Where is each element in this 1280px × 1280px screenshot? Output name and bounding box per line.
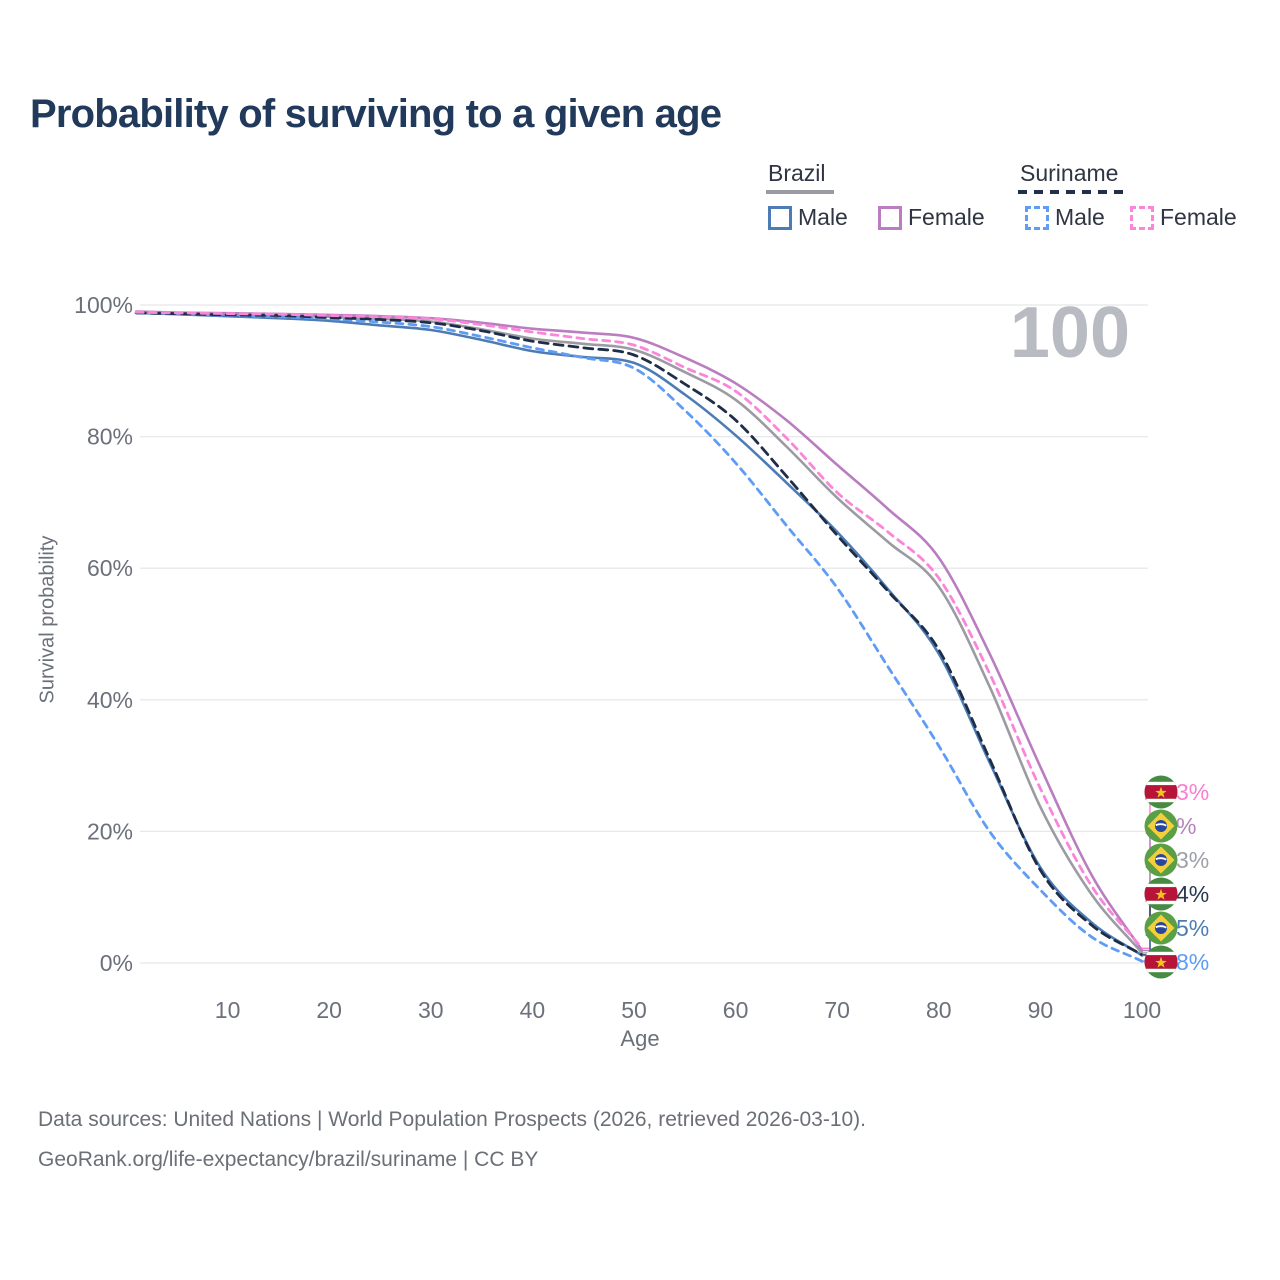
x-tick-label: 60 — [723, 997, 749, 1023]
y-tick-label: 0% — [100, 950, 133, 976]
end-label-suriname-male: 0.28% — [1144, 945, 1209, 979]
brazil-flag-icon — [1144, 809, 1178, 843]
end-label-brazil-total: 1.53% — [1144, 843, 1209, 877]
series-line-brazil-total[interactable] — [134, 310, 1144, 955]
suriname-flag-icon — [1144, 877, 1178, 911]
legend-item-suriname-male[interactable]: Male — [1025, 204, 1105, 231]
legend-item-label: Female — [908, 204, 985, 230]
legend-item-label: Female — [1160, 204, 1237, 230]
series-line-suriname-female[interactable] — [134, 310, 1144, 950]
end-label-suriname-female: 2.23% — [1144, 775, 1209, 809]
suriname-flag-icon — [1144, 945, 1178, 979]
x-tick-label: 50 — [621, 997, 647, 1023]
legend-item-label: Male — [798, 204, 848, 230]
age-watermark: 100 — [1009, 293, 1130, 373]
x-tick-label: 70 — [824, 997, 850, 1023]
legend-item-brazil-female[interactable]: Female — [878, 204, 985, 231]
y-tick-label: 80% — [87, 424, 133, 450]
series-line-brazil-male[interactable] — [134, 311, 1144, 957]
brazil-male-swatch-icon — [768, 205, 792, 230]
brazil-female-swatch-icon — [878, 205, 902, 230]
end-label-suriname-total: 1.24% — [1144, 877, 1209, 911]
footer-link: GeoRank.org/life-expectancy/brazil/surin… — [38, 1148, 539, 1171]
series-line-brazil-female[interactable] — [134, 310, 1144, 952]
brazil-flag-icon — [1144, 911, 1178, 945]
suriname-flag-icon — [1144, 775, 1178, 809]
legend-group-brazil[interactable]: Brazil — [768, 160, 826, 186]
y-tick-label: 40% — [87, 687, 133, 713]
legend-item-label: Male — [1055, 204, 1105, 230]
x-tick-label: 30 — [418, 997, 444, 1023]
x-tick-label: 80 — [926, 997, 952, 1023]
x-tick-label: 10 — [215, 997, 241, 1023]
suriname-female-swatch-icon — [1130, 205, 1154, 230]
x-axis-title: Age — [620, 1026, 660, 1051]
legend-item-suriname-female[interactable]: Female — [1130, 204, 1237, 231]
x-tick-label: 20 — [316, 997, 342, 1023]
end-label-brazil-male: 1.15% — [1144, 911, 1209, 945]
footer-sources: Data sources: United Nations | World Pop… — [38, 1108, 867, 1131]
x-tick-label: 90 — [1028, 997, 1054, 1023]
legend-group-suriname[interactable]: Suriname — [1020, 160, 1119, 186]
x-tick-label: 100 — [1123, 997, 1161, 1023]
legend-suriname-line-sample — [1018, 190, 1130, 194]
brazil-flag-icon — [1144, 843, 1178, 877]
series-line-suriname-male[interactable] — [134, 311, 1144, 963]
x-tick-label: 40 — [520, 997, 546, 1023]
legend-item-brazil-male[interactable]: Male — [768, 204, 848, 231]
y-tick-label: 100% — [74, 292, 133, 318]
y-tick-label: 20% — [87, 818, 133, 844]
series-line-suriname-total[interactable] — [134, 311, 1144, 957]
y-tick-label: 60% — [87, 555, 133, 581]
suriname-male-swatch-icon — [1025, 205, 1049, 230]
legend-brazil-line-sample — [766, 190, 834, 194]
y-axis-title: Survival probability — [36, 535, 59, 704]
end-label-brazil-female: 1.9% — [1144, 809, 1196, 843]
page-title: Probability of surviving to a given age — [30, 92, 722, 136]
